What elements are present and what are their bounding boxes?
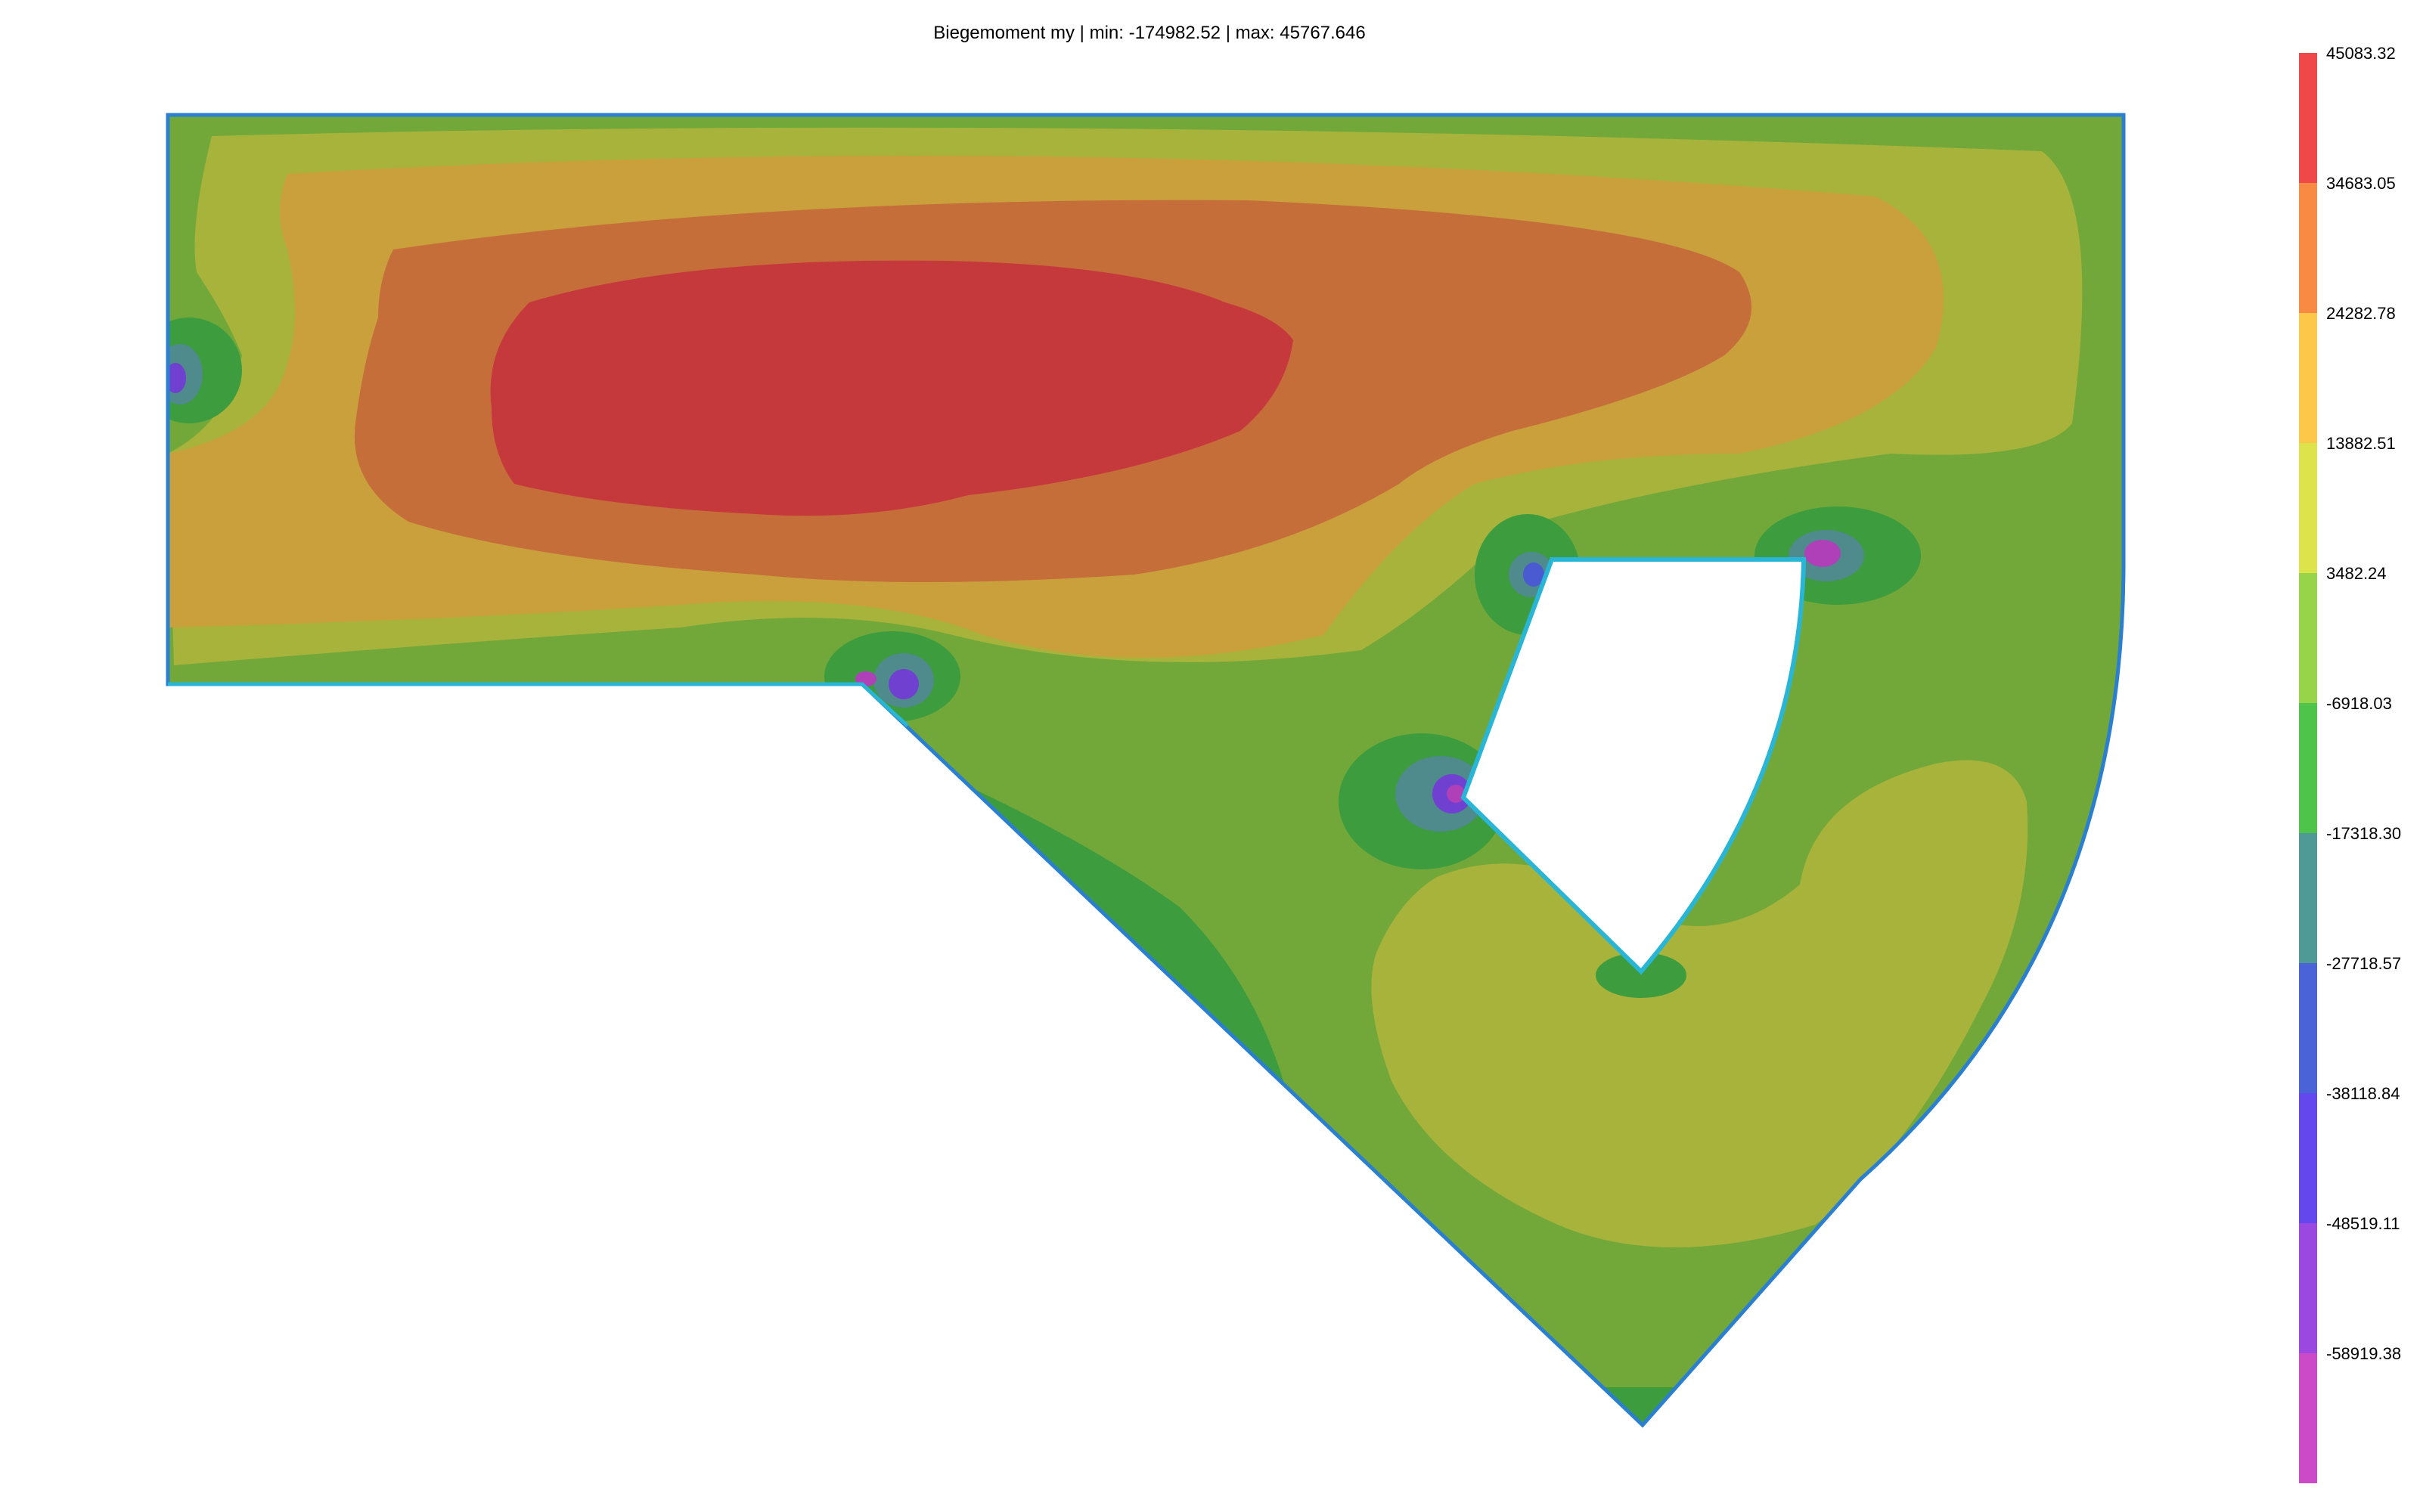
- colorbar-tick-label: -38118.84: [2326, 1084, 2400, 1103]
- colorbar-segment: [2299, 703, 2317, 833]
- hotspot-notch-violet: [889, 669, 919, 699]
- colorbar-segment: [2299, 1223, 2317, 1353]
- colorbar-segment: [2299, 443, 2317, 573]
- hole-outline: [1460, 557, 1807, 975]
- colorbar: [2299, 53, 2317, 1483]
- colorbar-tick-label: 45083.32: [2326, 44, 2396, 63]
- notch-edge: [168, 682, 909, 727]
- plot-title: Biegemoment my | min: -174982.52 | max: …: [933, 23, 1366, 43]
- colorbar-segment: [2299, 313, 2317, 443]
- plate-outline: [166, 113, 2126, 1428]
- hotspot-hole-left-magenta: [1447, 785, 1465, 803]
- colorbar-tick-label: 3482.24: [2326, 564, 2387, 583]
- colorbar-segment: [2299, 573, 2317, 703]
- band-red: [490, 260, 1293, 516]
- hotspot-left-edge-violet: [168, 363, 186, 393]
- colorbar-tick-label: -48519.11: [2326, 1214, 2400, 1233]
- colorbar-segment: [2299, 833, 2317, 963]
- colorbar-tick-label: -27718.57: [2326, 954, 2402, 973]
- colorbar-segment: [2299, 183, 2317, 313]
- hotspot-hole-bottom-green: [1596, 953, 1686, 998]
- hotspot-hole-topleft-blue: [1523, 562, 1544, 587]
- colorbar-segment: [2299, 53, 2317, 183]
- colorbar-tick-label: 13882.51: [2326, 434, 2396, 453]
- colorbar-tick-label: -58919.38: [2326, 1344, 2402, 1363]
- colorbar-segment: [2299, 963, 2317, 1093]
- colorbar-tick-label: -17318.30: [2326, 824, 2402, 843]
- colorbar-tick-label: 34683.05: [2326, 174, 2396, 193]
- colorbar-tick-label: 24282.78: [2326, 304, 2396, 323]
- band-light-bottom: [1371, 760, 2028, 1247]
- colorbar-segment: [2299, 1093, 2317, 1223]
- colorbar-segment: [2299, 1353, 2317, 1483]
- colorbar-tick-label: -6918.03: [2326, 694, 2392, 713]
- hotspot-hole-topright-magenta: [1804, 540, 1841, 567]
